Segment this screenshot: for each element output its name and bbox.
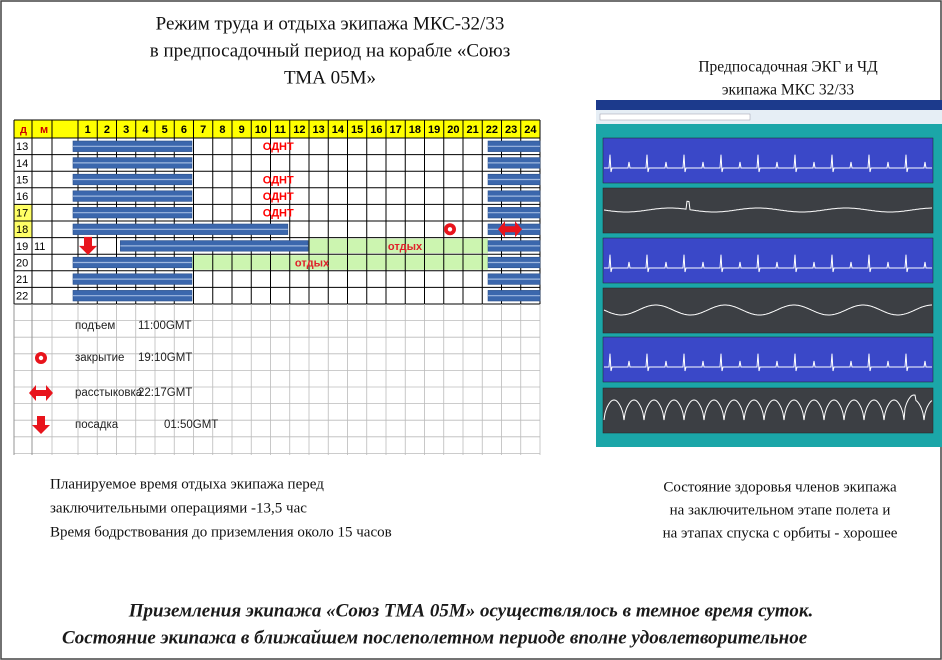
ecg-strip xyxy=(603,388,933,433)
note-right: на заключительном этапе полета и xyxy=(670,502,891,518)
legend-time: 11:00GMT xyxy=(138,320,191,332)
header-cell: 4 xyxy=(142,124,149,136)
ecg-title: экипажа МКС 32/33 xyxy=(722,82,855,99)
day-cell: 22 xyxy=(16,291,28,303)
note-right: Состояние здоровья членов экипажа xyxy=(663,479,897,495)
ecg-strip xyxy=(603,337,933,382)
header-cell: д xyxy=(20,124,27,136)
cell-note: отдых xyxy=(295,257,330,269)
header-cell: 17 xyxy=(390,124,402,136)
header-cell: 1 xyxy=(85,124,91,136)
conclusion: Состояние экипажа в ближайшем послеполет… xyxy=(62,627,808,648)
header-cell: 15 xyxy=(351,124,363,136)
day-cell: 19 xyxy=(16,241,28,253)
ecg-titlebar xyxy=(596,100,942,110)
ecg-strip xyxy=(603,138,933,183)
day-cell: 18 xyxy=(16,224,28,236)
header-cell: 8 xyxy=(219,124,225,136)
day-cell: 17 xyxy=(16,208,28,220)
header-cell: 23 xyxy=(505,124,517,136)
header-cell: 5 xyxy=(162,124,168,136)
header-cell: 7 xyxy=(200,124,206,136)
cell-note: ОДНТ xyxy=(263,141,294,153)
header-cell: 21 xyxy=(467,124,479,136)
cell-note: ОДНТ xyxy=(263,208,294,220)
header-cell: 11 xyxy=(274,124,286,136)
ecg-strip xyxy=(603,188,933,233)
slide-title: ТМА 05М» xyxy=(284,67,376,88)
note-left: Время бодрствования до приземления около… xyxy=(50,524,392,540)
legend-time: 22:17GMT xyxy=(138,387,192,399)
note-left: заключительными операциями -13,5 час xyxy=(50,500,307,516)
month-cell: 11 xyxy=(34,241,45,253)
ecg-strip xyxy=(603,288,933,333)
header-cell: 13 xyxy=(313,124,325,136)
legend-label: закрытие xyxy=(75,352,124,364)
ecg-toolbar-field xyxy=(600,114,750,120)
header-cell: 3 xyxy=(123,124,129,136)
legend-label: расстыковка xyxy=(75,387,143,399)
ecg-strip xyxy=(603,238,933,283)
day-cell: 20 xyxy=(16,257,28,269)
slide-title: Режим труда и отдыха экипажа МКС-32/33 xyxy=(156,13,505,34)
header-cell: 16 xyxy=(370,124,382,136)
header-cell: 6 xyxy=(181,124,187,136)
closure-icon-center xyxy=(39,356,43,360)
note-left: Планируемое время отдыха экипажа перед xyxy=(50,476,324,492)
header-cell: 2 xyxy=(104,124,110,136)
slide-title: в предпосадочный период на корабле «Союз xyxy=(150,40,510,61)
day-cell: 21 xyxy=(16,274,28,286)
day-cell: 14 xyxy=(16,158,28,170)
legend-label: подъем xyxy=(75,320,115,332)
day-cell: 15 xyxy=(16,174,28,186)
legend-label: посадка xyxy=(75,419,119,431)
conclusion: Приземления экипажа «Союз ТМА 05М» осуще… xyxy=(128,600,813,621)
header-cell: 12 xyxy=(293,124,305,136)
header-cell: 18 xyxy=(409,124,421,136)
header-cell: 20 xyxy=(447,124,459,136)
note-right: на этапах спуска с орбиты - хорошее xyxy=(663,525,898,541)
header-cell: 10 xyxy=(255,124,267,136)
header-cell: 14 xyxy=(332,124,345,136)
cell-note: отдых xyxy=(388,241,423,253)
closure-icon-center xyxy=(448,227,452,231)
header-cell: м xyxy=(40,124,48,136)
cell-note: ОДНТ xyxy=(263,191,294,203)
header-cell: 22 xyxy=(486,124,498,136)
legend-time: 01:50GMT xyxy=(164,419,218,431)
ecg-title: Предпосадочная ЭКГ и ЧД xyxy=(698,59,878,76)
day-cell: 16 xyxy=(16,191,28,203)
header-cell: 19 xyxy=(428,124,440,136)
header-cell: 9 xyxy=(239,124,245,136)
slide: Режим труда и отдыха экипажа МКС-32/33 в … xyxy=(0,0,942,660)
day-cell: 13 xyxy=(16,141,28,153)
legend-time: 19:10GMT xyxy=(138,352,192,364)
header-cell: 24 xyxy=(524,124,537,136)
cell-note: ОДНТ xyxy=(263,174,294,186)
